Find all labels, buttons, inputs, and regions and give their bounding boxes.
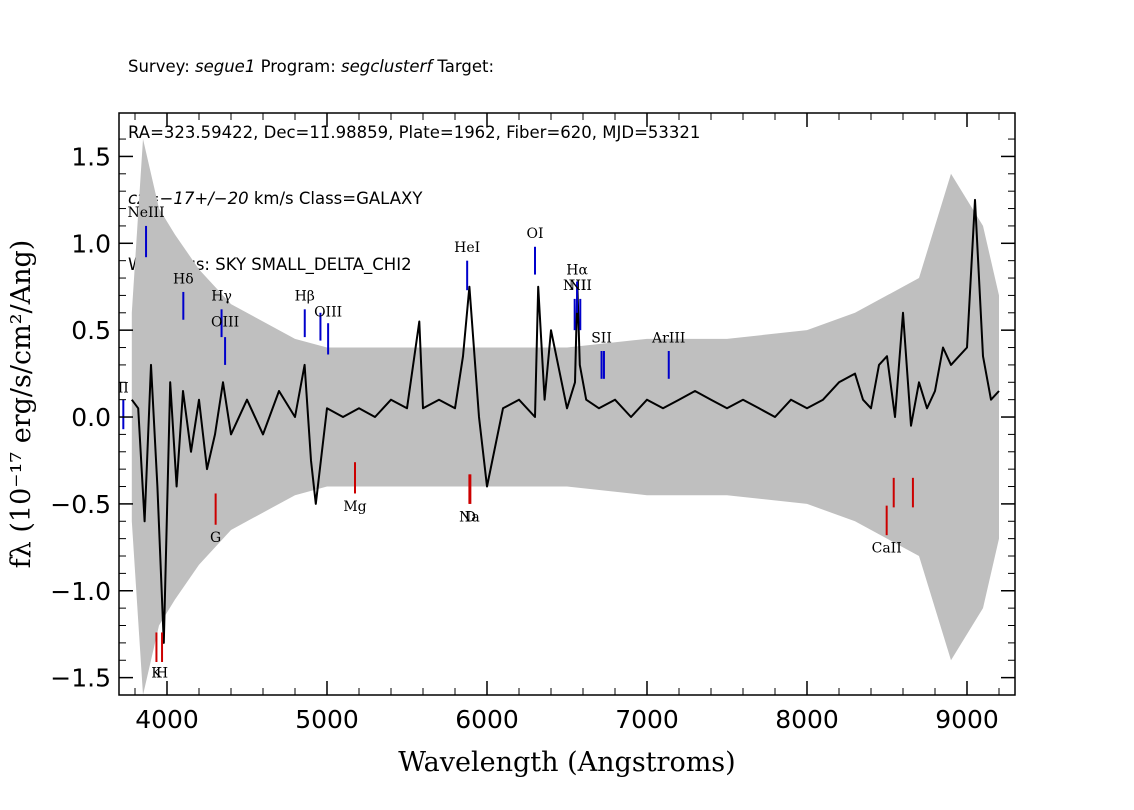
redshift-value: cz=−17+/−20	[128, 189, 249, 208]
y-tick-label-1: −1.0	[50, 577, 111, 606]
absorption-line-label-3: Mg	[343, 499, 366, 515]
emission-line-label-0: NeIII	[127, 205, 164, 221]
flux-series	[130, 198, 1000, 644]
emission-line-label-12: SII	[591, 330, 612, 346]
emission-line-label-3: OIII	[211, 315, 239, 331]
survey-label: Survey:	[128, 57, 195, 76]
y-tick-label-6: 1.5	[71, 142, 111, 171]
program-label: Program:	[255, 57, 341, 76]
header-line-3: cz=−17+/−20 km/s Class=GALAXY	[128, 188, 700, 210]
emission-line-label-4: Hβ	[295, 289, 315, 305]
emission-line-label-1: Hδ	[173, 271, 194, 287]
error-band	[131, 139, 999, 695]
flux-line-0	[130, 198, 1000, 644]
absorption-line-label-4: Na	[459, 509, 480, 525]
emission-line-label-9: NII	[563, 278, 586, 294]
x-tick-label-2: 6000	[455, 705, 519, 734]
y-tick-label-0: −1.5	[50, 664, 111, 693]
target-label: Target:	[432, 57, 495, 76]
emission-line-label-2: Hγ	[211, 289, 232, 305]
plot-frame	[118, 112, 1016, 696]
error-band-area	[131, 139, 999, 695]
program-value: segclusterf	[341, 57, 433, 76]
y-axis-title: fλ (10⁻¹⁷ erg/s/cm²/Ang)	[6, 240, 37, 569]
header-line-2: RA=323.59422, Dec=11.98859, Plate=1962, …	[128, 123, 701, 142]
emission-line-label-11: NII	[569, 278, 592, 294]
x-tick-label-0: 4000	[135, 705, 199, 734]
x-axis-title: Wavelength (Angstroms)	[398, 747, 735, 778]
x-tick-label-1: 5000	[295, 705, 359, 734]
absorption-line-label-6: CaII	[872, 541, 902, 557]
survey-value: segue1	[195, 57, 256, 76]
class-value: km/s Class=GALAXY	[248, 189, 423, 208]
x-tick-label-4: 8000	[775, 705, 839, 734]
y-tick-label-3: 0.0	[71, 403, 111, 432]
absorption-line-label-2: G	[210, 530, 221, 546]
absorption-line-label-1: H	[156, 666, 168, 682]
emission-line-label-10: Hα	[566, 263, 588, 279]
emission-line-label-15: II	[118, 381, 129, 397]
y-tick-label-4: 0.5	[71, 316, 111, 345]
y-tick-label-2: −0.5	[50, 490, 111, 519]
emission-line-label-7: HeI	[454, 240, 480, 256]
x-tick-label-5: 9000	[935, 705, 999, 734]
absorption-line-label-5: D	[465, 509, 476, 525]
y-tick-label-5: 1.0	[71, 229, 111, 258]
emission-line-label-8: OI	[526, 226, 543, 242]
axis-ticks: 4000 5000 6000 7000 8000 9000 −1.5 −1.0 −0.5 0.0 0…	[50, 113, 1015, 734]
header-line-1: Survey: segue1 Program: segclusterf Targ…	[128, 56, 700, 78]
emission-line-label-6: OIII	[314, 304, 342, 320]
absorption-line-label-0: K	[151, 666, 162, 682]
x-tick-label-3: 7000	[615, 705, 679, 734]
emission-line-label-14: ArIII	[651, 330, 685, 346]
